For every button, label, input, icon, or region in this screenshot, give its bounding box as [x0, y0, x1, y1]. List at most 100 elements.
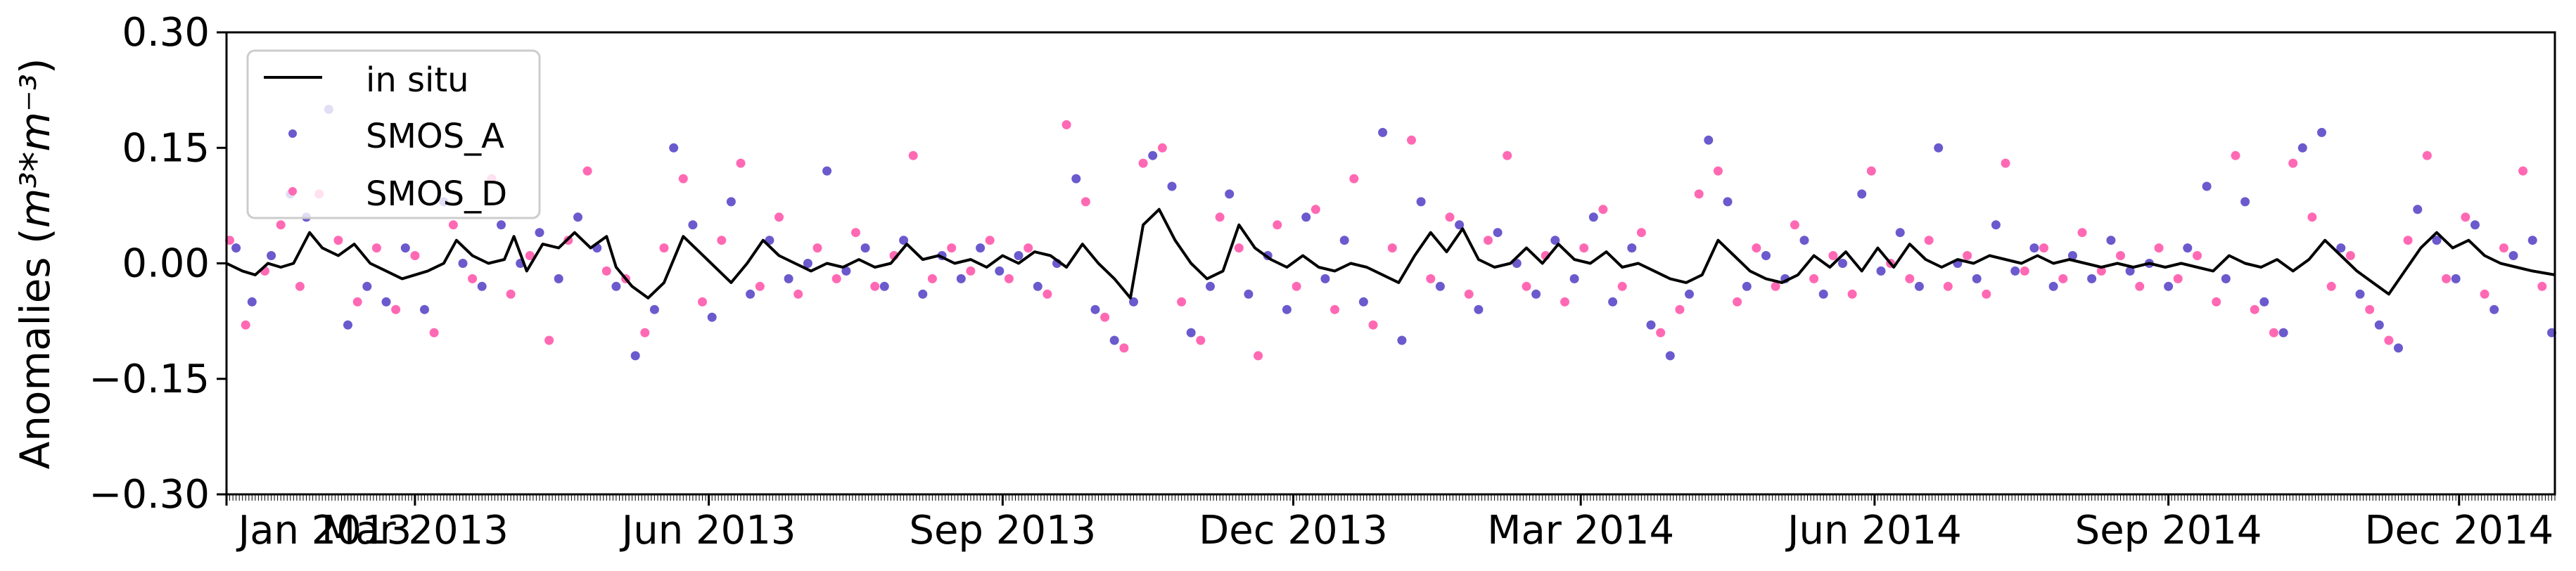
point — [2039, 243, 2048, 253]
point — [506, 289, 516, 299]
point — [1799, 236, 1809, 245]
point — [2135, 281, 2145, 291]
point — [976, 243, 986, 253]
point — [1416, 197, 1426, 207]
point — [362, 281, 372, 291]
point — [2288, 158, 2298, 168]
point — [879, 281, 889, 291]
point — [860, 243, 870, 253]
x-tick-label: Dec 2013 — [1199, 508, 1388, 553]
point — [2345, 251, 2355, 260]
point — [2269, 328, 2278, 338]
point — [2403, 236, 2413, 245]
x-tick-label: Jun 2013 — [620, 508, 796, 553]
point — [2307, 212, 2317, 222]
plot-frame — [225, 31, 2556, 496]
point — [2413, 205, 2423, 214]
point — [391, 304, 401, 314]
point — [2489, 304, 2499, 314]
point — [2154, 243, 2164, 253]
point — [1464, 289, 1474, 299]
x-tick-label: Jun 2014 — [1785, 508, 1962, 553]
point — [985, 236, 995, 245]
point — [1387, 243, 1397, 253]
point — [1857, 189, 1867, 199]
point — [726, 197, 736, 207]
point — [1847, 289, 1857, 299]
point — [535, 228, 544, 238]
point — [1071, 174, 1081, 184]
x-tick-label: Jan 2013 — [236, 508, 412, 553]
point — [1407, 135, 1416, 145]
point — [1627, 243, 1637, 253]
point — [707, 312, 717, 322]
point — [1234, 243, 1244, 253]
y-axis-label: Anomalies (m³*m⁻³) — [11, 58, 59, 470]
point — [2326, 281, 2336, 291]
point — [1301, 212, 1311, 222]
point — [1636, 228, 1646, 238]
point — [1656, 328, 1666, 338]
point — [1588, 212, 1598, 222]
point — [812, 243, 822, 253]
point — [1177, 297, 1187, 307]
point — [1311, 205, 1320, 214]
point — [1320, 274, 1330, 283]
point — [2010, 266, 2020, 276]
x-tick-label: Mar 2014 — [1487, 508, 1674, 553]
point — [371, 243, 381, 253]
point — [1790, 220, 1799, 230]
point — [267, 251, 276, 260]
point — [918, 289, 928, 299]
point — [2029, 243, 2039, 253]
point — [1675, 304, 1685, 314]
point — [1503, 150, 1512, 160]
point — [352, 297, 362, 307]
point — [1215, 212, 1225, 222]
point — [231, 243, 241, 253]
point — [803, 259, 812, 268]
point — [2297, 143, 2307, 153]
point — [1090, 304, 1100, 314]
point — [2231, 150, 2240, 160]
point — [410, 251, 420, 260]
point — [1742, 281, 1752, 291]
point — [554, 274, 563, 283]
point — [1895, 228, 1905, 238]
point — [698, 297, 707, 307]
point — [2183, 243, 2193, 253]
point — [649, 304, 659, 314]
point — [1282, 304, 1292, 314]
point — [1330, 304, 1339, 314]
point — [2193, 251, 2202, 260]
plot-layer — [225, 105, 2556, 361]
point — [640, 328, 650, 338]
point — [1905, 274, 1915, 283]
x-tick-label: Sep 2014 — [2075, 508, 2262, 553]
point — [1426, 274, 1436, 283]
point — [1943, 281, 1953, 291]
point — [2164, 281, 2174, 291]
y-tick-label: 0.00 — [122, 241, 210, 287]
point — [1723, 197, 1733, 207]
legend: in situ SMOS_A SMOS_D — [246, 49, 541, 219]
y-tick-label: 0.15 — [122, 125, 210, 171]
point — [1119, 343, 1129, 353]
point — [1733, 297, 1742, 307]
point — [1244, 289, 1254, 299]
point — [2096, 266, 2106, 276]
point — [746, 289, 755, 299]
point — [2508, 251, 2518, 260]
legend-box — [246, 49, 541, 219]
point — [1138, 158, 1148, 168]
point — [736, 158, 746, 168]
point — [1982, 289, 1991, 299]
point — [1455, 220, 1465, 230]
point — [544, 335, 554, 345]
point — [1809, 274, 1819, 283]
point — [1148, 150, 1158, 160]
point — [841, 266, 851, 276]
x-minor-ticks — [226, 494, 2556, 501]
